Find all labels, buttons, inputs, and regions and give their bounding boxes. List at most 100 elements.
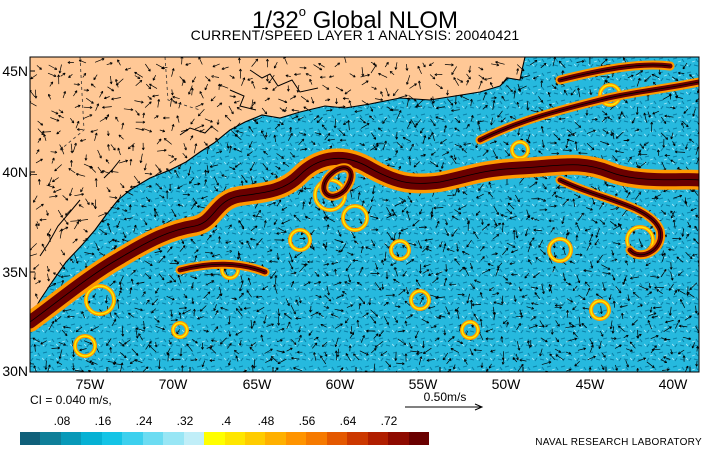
current-vector [49, 81, 54, 87]
current-vector [102, 105, 112, 109]
current-vector [623, 374, 632, 376]
current-vector [321, 341, 328, 347]
current-vector [601, 116, 607, 122]
current-vector [506, 321, 509, 328]
current-vector [572, 306, 577, 311]
current-vector [265, 358, 273, 363]
current-vector [631, 117, 636, 124]
current-vector [36, 65, 42, 70]
current-vector [358, 296, 366, 305]
current-vector [111, 97, 121, 101]
current-vector [422, 245, 429, 253]
current-vector [456, 340, 464, 344]
map-subtitle: CURRENT/SPEED LAYER 1 ANALYSIS: 20040421 [190, 27, 520, 43]
current-vector [456, 243, 460, 252]
current-vector [114, 239, 120, 243]
current-vector [692, 253, 698, 257]
current-vector [190, 282, 194, 289]
current-vector [90, 326, 99, 332]
current-vector [629, 341, 636, 349]
current-vector [601, 364, 605, 371]
current-vector [118, 134, 124, 140]
current-vector [452, 364, 456, 370]
current-vector [420, 153, 426, 157]
current-vector [166, 295, 175, 301]
colorbar-swatch [224, 432, 245, 445]
current-vector [538, 150, 543, 155]
current-vector [305, 73, 312, 77]
current-vector [78, 219, 89, 222]
current-vector [569, 260, 575, 264]
current-vector [310, 96, 315, 104]
current-vector [116, 220, 121, 228]
current-vector [155, 182, 163, 190]
current-vector [161, 66, 168, 70]
current-vector [473, 231, 479, 240]
colorbar-swatch [20, 432, 41, 445]
current-vector [171, 357, 181, 361]
current-vector [500, 214, 508, 218]
current-vector [225, 240, 231, 244]
current-vector [637, 304, 643, 308]
current-vector [263, 315, 267, 324]
current-vector [58, 114, 64, 119]
current-vector [314, 271, 320, 277]
current-vector [69, 160, 73, 167]
current-vector [451, 109, 460, 112]
current-vector [482, 91, 487, 101]
current-vector [647, 291, 653, 296]
current-vector [303, 187, 312, 191]
current-vector [402, 137, 412, 142]
current-vector [554, 306, 562, 310]
current-vector [526, 138, 531, 144]
current-vector [252, 320, 256, 328]
current-vector [663, 356, 671, 360]
current-vector [454, 117, 461, 124]
current-vector [233, 100, 240, 104]
current-vector [135, 79, 143, 87]
current-vector [443, 125, 447, 133]
current-vector [554, 303, 564, 307]
current-vector [261, 107, 268, 115]
current-vector [370, 144, 379, 151]
current-vector [318, 63, 325, 68]
current-vector [334, 337, 339, 348]
current-vector [451, 215, 459, 220]
current-vector [383, 251, 387, 262]
current-vector [406, 259, 415, 265]
current-vector [360, 73, 370, 78]
current-vector [515, 353, 519, 361]
current-vector [85, 360, 94, 365]
current-vector [684, 200, 688, 207]
current-vector [359, 117, 366, 124]
current-vector [177, 185, 183, 190]
current-vector [238, 339, 242, 346]
current-vector [381, 283, 385, 290]
current-vector [529, 375, 532, 382]
current-vector [554, 348, 562, 353]
current-vector [470, 262, 473, 270]
colorbar-swatch [122, 432, 143, 445]
current-vector [195, 103, 204, 108]
current-vector [297, 350, 303, 354]
current-vector [99, 90, 104, 98]
current-vector [265, 75, 269, 82]
current-vector [394, 317, 398, 323]
lon-label-60w: 60W [325, 376, 355, 392]
current-vector [349, 332, 355, 339]
current-vector [516, 64, 525, 72]
colorbar-swatch [408, 432, 430, 445]
current-vector [533, 228, 543, 232]
current-vector [324, 271, 329, 277]
current-vector [276, 253, 280, 260]
current-vector [107, 222, 112, 233]
current-vector [209, 346, 217, 354]
current-vector [83, 340, 93, 345]
current-vector [453, 154, 457, 161]
streamline [559, 179, 661, 256]
current-vector [421, 318, 430, 324]
current-vector [147, 95, 152, 100]
current-vector [562, 198, 570, 206]
current-vector [510, 249, 519, 254]
current-vector [356, 282, 362, 286]
